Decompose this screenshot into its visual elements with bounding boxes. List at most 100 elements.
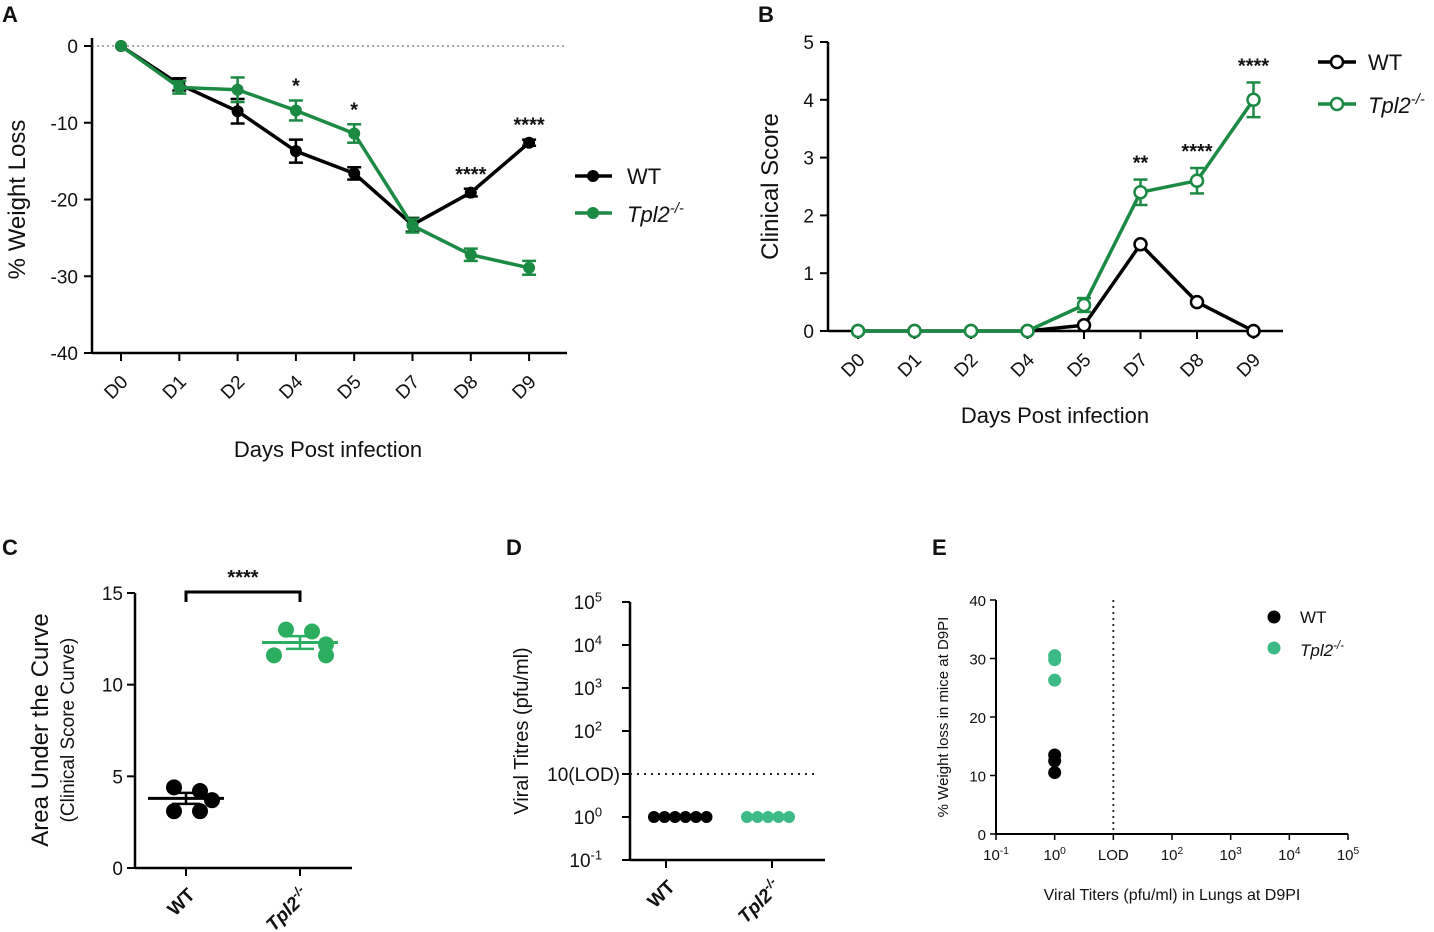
data-point bbox=[1076, 297, 1092, 313]
significance-label: **** bbox=[227, 567, 258, 589]
x-tick-label: D1 bbox=[159, 372, 191, 404]
x-tick-label: D7 bbox=[1120, 350, 1152, 382]
x-tick-label: Tpl2-/- bbox=[732, 874, 786, 928]
panel-c: C 0 5 10 15 WT Tpl2-/- Area Under the Curve (Cli… bbox=[2, 535, 352, 932]
data-point bbox=[348, 167, 361, 180]
x-tick-label: D1 bbox=[894, 350, 926, 382]
data-point bbox=[850, 323, 866, 339]
significance-label: **** bbox=[1181, 141, 1212, 163]
significance-label: ** bbox=[1133, 153, 1149, 175]
panel-d: D 105 104 103 102 10(LOD) 100 10-1 Viral Titres … bbox=[506, 535, 825, 928]
x-tick-label: 105 bbox=[1337, 846, 1360, 864]
x-tick-label: 100 bbox=[1043, 846, 1066, 864]
x-tick-label: D5 bbox=[334, 372, 366, 404]
x-tick-label: LOD bbox=[1098, 847, 1129, 864]
x-tick-label: D5 bbox=[1064, 350, 1096, 382]
data-point bbox=[266, 647, 282, 664]
y-tick-label: 15 bbox=[102, 584, 123, 605]
data-point bbox=[1048, 673, 1062, 687]
x-tick-label: 10-1 bbox=[983, 846, 1009, 864]
data-point bbox=[406, 219, 419, 232]
data-point bbox=[1133, 185, 1148, 200]
data-point bbox=[464, 248, 477, 261]
data-point bbox=[318, 636, 334, 653]
y-tick-label: 4 bbox=[803, 91, 814, 112]
y-tick-label: 0 bbox=[803, 322, 814, 343]
legend-label-wt: WT bbox=[1368, 50, 1402, 75]
data-point bbox=[1076, 317, 1092, 333]
x-tick-label: D4 bbox=[275, 371, 307, 403]
legend-label-wt: WT bbox=[1300, 608, 1326, 627]
y-tick-label: 102 bbox=[574, 718, 602, 743]
y-axis-label-2: (Clinical Score Curve) bbox=[58, 638, 79, 823]
data-point bbox=[523, 136, 536, 149]
legend-label-tpl2: Tpl2-/- bbox=[627, 200, 684, 227]
x-tick-label: 102 bbox=[1161, 846, 1184, 864]
panel-label: B bbox=[758, 2, 774, 27]
y-tick-label: 100 bbox=[574, 804, 602, 829]
y-axis-label: Clinical Score bbox=[757, 113, 784, 260]
x-tick-label: D0 bbox=[838, 350, 870, 382]
data-point bbox=[289, 145, 302, 158]
x-tick-label: Tpl2-/- bbox=[260, 882, 314, 932]
y-axis-label: Viral Titres (pfu/ml) bbox=[511, 647, 533, 814]
significance-label: **** bbox=[1238, 55, 1269, 77]
x-tick-label: D9 bbox=[509, 372, 541, 404]
legend-marker-wt bbox=[587, 170, 599, 182]
legend-label-wt: WT bbox=[627, 164, 661, 189]
data-point bbox=[318, 647, 334, 664]
data-point bbox=[1189, 173, 1205, 188]
y-tick-label: 105 bbox=[574, 589, 602, 614]
y-tick-label: -40 bbox=[51, 344, 78, 365]
legend-label-tpl2: Tpl2-/- bbox=[1368, 91, 1425, 118]
y-tick-label: 10-1 bbox=[569, 847, 602, 872]
significance-label: **** bbox=[455, 164, 486, 186]
y-tick-label: 20 bbox=[969, 710, 986, 727]
y-tick-label: 0 bbox=[112, 859, 123, 880]
x-tick-label: 103 bbox=[1219, 846, 1242, 864]
x-tick-label: D4 bbox=[1007, 349, 1039, 381]
x-tick-label: WT bbox=[644, 876, 680, 912]
legend-marker-wt bbox=[1267, 610, 1281, 624]
y-tick-label: 2 bbox=[803, 206, 814, 227]
data-point bbox=[963, 323, 979, 339]
x-tick-label: WT bbox=[164, 884, 200, 920]
y-tick-label: 104 bbox=[574, 632, 602, 657]
y-axis-label: % Weight Loss bbox=[4, 120, 31, 280]
y-tick-label: 5 bbox=[803, 33, 814, 54]
legend-marker-tpl2 bbox=[1267, 641, 1281, 655]
y-tick-label: 40 bbox=[969, 593, 986, 610]
y-tick-label: 10 bbox=[969, 769, 986, 786]
data-point bbox=[192, 783, 208, 799]
x-axis-label: Days Post infection bbox=[961, 403, 1149, 428]
legend-marker-tpl2 bbox=[587, 207, 599, 219]
series-line bbox=[858, 98, 1255, 333]
panel-e: E 0 10 20 30 40 10-1 100 LOD 102 103 104 105 % Weight… bbox=[932, 535, 1360, 904]
y-axis-label: % Weight loss in mice at D9PI bbox=[935, 617, 952, 818]
x-axis-label: Viral Titers (pfu/ml) in Lungs at D9PI bbox=[1044, 887, 1301, 904]
panel-label: C bbox=[2, 535, 18, 560]
data-point bbox=[1189, 294, 1205, 310]
x-tick-label: D0 bbox=[101, 372, 133, 404]
y-tick-label: 103 bbox=[574, 675, 602, 700]
data-point bbox=[1246, 92, 1261, 108]
data-point bbox=[348, 127, 361, 140]
data-point bbox=[173, 81, 186, 94]
panel-label: D bbox=[506, 535, 522, 560]
data-point bbox=[115, 40, 127, 52]
series-line bbox=[120, 44, 531, 227]
x-tick-label: D8 bbox=[450, 372, 482, 404]
data-point bbox=[1048, 766, 1062, 780]
data-point bbox=[1048, 754, 1062, 768]
y-tick-label: -10 bbox=[51, 114, 78, 135]
y-tick-label: 1 bbox=[803, 264, 814, 285]
y-tick-label: 0 bbox=[978, 827, 986, 844]
legend-label-tpl2: Tpl2-/- bbox=[1300, 640, 1344, 660]
significance-label: * bbox=[292, 75, 300, 97]
data-point bbox=[166, 779, 182, 796]
data-point bbox=[289, 104, 302, 117]
y-tick-label: 30 bbox=[969, 652, 986, 669]
x-tick-label: D2 bbox=[217, 372, 249, 404]
y-tick-label: -30 bbox=[51, 267, 78, 288]
